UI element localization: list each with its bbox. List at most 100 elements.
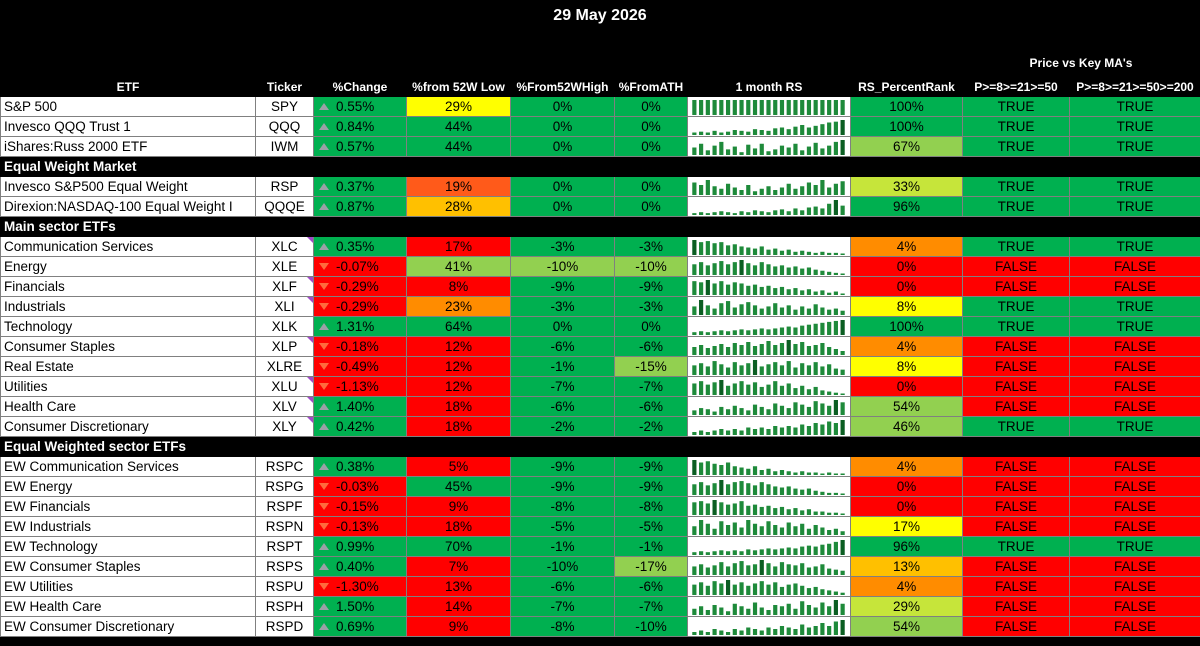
change-cell[interactable]: 0.35% <box>313 236 407 257</box>
etf-name-cell[interactable]: Consumer Staples <box>0 336 256 357</box>
rs-sparkline-cell[interactable] <box>687 576 851 597</box>
rs-percent-rank-cell[interactable]: 13% <box>850 556 963 577</box>
from-ath-cell[interactable]: -5% <box>614 516 688 537</box>
table-row[interactable]: Industrials XLI -0.29% 23% -3% -3% 8% TRUE TRUE <box>0 296 1200 317</box>
etf-name-cell[interactable]: Technology <box>0 316 256 337</box>
ticker-cell[interactable]: XLC <box>255 236 314 257</box>
ticker-cell[interactable]: RSPG <box>255 476 314 497</box>
ma-8-21-50-cell[interactable]: FALSE <box>962 616 1070 637</box>
etf-name-cell[interactable]: S&P 500 <box>0 96 256 117</box>
rs-sparkline-cell[interactable] <box>687 456 851 477</box>
from-ath-cell[interactable]: -1% <box>614 536 688 557</box>
rs-sparkline-cell[interactable] <box>687 236 851 257</box>
from-52w-high-cell[interactable]: -9% <box>510 476 615 497</box>
ma-8-21-50-200-cell[interactable]: FALSE <box>1069 276 1200 297</box>
ma-8-21-50-cell[interactable]: FALSE <box>962 356 1070 377</box>
ma-8-21-50-cell[interactable]: FALSE <box>962 456 1070 477</box>
from-ath-cell[interactable]: -9% <box>614 276 688 297</box>
from-52w-low-cell[interactable]: 12% <box>406 356 511 377</box>
ticker-cell[interactable]: RSPU <box>255 576 314 597</box>
change-cell[interactable]: 0.40% <box>313 556 407 577</box>
rs-sparkline-cell[interactable] <box>687 496 851 517</box>
table-row[interactable]: EW Communication Services RSPC 0.38% 5% -9% -… <box>0 456 1200 477</box>
from-ath-cell[interactable]: -3% <box>614 296 688 317</box>
etf-name-cell[interactable]: Invesco S&P500 Equal Weight <box>0 176 256 197</box>
rs-percent-rank-cell[interactable]: 0% <box>850 376 963 397</box>
from-52w-low-cell[interactable]: 5% <box>406 456 511 477</box>
table-row[interactable]: iShares:Russ 2000 ETF IWM 0.57% 44% 0% 0% 67% T… <box>0 136 1200 157</box>
rs-sparkline-cell[interactable] <box>687 116 851 137</box>
change-cell[interactable]: 0.55% <box>313 96 407 117</box>
from-52w-high-cell[interactable]: -7% <box>510 596 615 617</box>
etf-name-cell[interactable]: EW Health Care <box>0 596 256 617</box>
from-ath-cell[interactable]: 0% <box>614 176 688 197</box>
change-cell[interactable]: -0.07% <box>313 256 407 277</box>
column-header-7[interactable]: RS_PercentRank <box>850 76 963 97</box>
from-ath-cell[interactable]: 0% <box>614 136 688 157</box>
ma-8-21-50-200-cell[interactable]: TRUE <box>1069 176 1200 197</box>
from-ath-cell[interactable]: -9% <box>614 456 688 477</box>
from-52w-low-cell[interactable]: 44% <box>406 116 511 137</box>
rs-sparkline-cell[interactable] <box>687 596 851 617</box>
rs-sparkline-cell[interactable] <box>687 476 851 497</box>
rs-percent-rank-cell[interactable]: 4% <box>850 236 963 257</box>
from-52w-low-cell[interactable]: 18% <box>406 416 511 437</box>
ma-8-21-50-200-cell[interactable]: FALSE <box>1069 356 1200 377</box>
ma-8-21-50-200-cell[interactable]: FALSE <box>1069 376 1200 397</box>
ma-8-21-50-cell[interactable]: TRUE <box>962 116 1070 137</box>
rs-percent-rank-cell[interactable]: 29% <box>850 596 963 617</box>
rs-percent-rank-cell[interactable]: 8% <box>850 296 963 317</box>
ma-8-21-50-200-cell[interactable]: TRUE <box>1069 296 1200 317</box>
ticker-cell[interactable]: RSPS <box>255 556 314 577</box>
ma-8-21-50-cell[interactable]: FALSE <box>962 336 1070 357</box>
ma-8-21-50-cell[interactable]: FALSE <box>962 396 1070 417</box>
from-52w-low-cell[interactable]: 29% <box>406 96 511 117</box>
from-52w-high-cell[interactable]: -9% <box>510 276 615 297</box>
rs-sparkline-cell[interactable] <box>687 96 851 117</box>
rs-percent-rank-cell[interactable]: 4% <box>850 456 963 477</box>
ma-8-21-50-cell[interactable]: FALSE <box>962 576 1070 597</box>
rs-percent-rank-cell[interactable]: 54% <box>850 396 963 417</box>
from-ath-cell[interactable]: 0% <box>614 196 688 217</box>
from-52w-low-cell[interactable]: 70% <box>406 536 511 557</box>
table-row[interactable]: Consumer Staples XLP -0.18% 12% -6% -6% 4% FALS… <box>0 336 1200 357</box>
rs-sparkline-cell[interactable] <box>687 616 851 637</box>
from-52w-high-cell[interactable]: 0% <box>510 116 615 137</box>
from-ath-cell[interactable]: -8% <box>614 496 688 517</box>
from-52w-low-cell[interactable]: 41% <box>406 256 511 277</box>
from-52w-high-cell[interactable]: -6% <box>510 336 615 357</box>
ma-8-21-50-200-cell[interactable]: FALSE <box>1069 396 1200 417</box>
column-header-9[interactable]: P>=8>=21>=50>=200 <box>1069 76 1200 97</box>
etf-name-cell[interactable]: Financials <box>0 276 256 297</box>
table-row[interactable]: Direxion:NASDAQ-100 Equal Weight I QQQE 0.… <box>0 196 1200 217</box>
change-cell[interactable]: -0.15% <box>313 496 407 517</box>
from-ath-cell[interactable]: 0% <box>614 116 688 137</box>
table-row[interactable]: Invesco S&P500 Equal Weight RSP 0.37% 19% 0%… <box>0 176 1200 197</box>
rs-sparkline-cell[interactable] <box>687 276 851 297</box>
rs-sparkline-cell[interactable] <box>687 336 851 357</box>
table-row[interactable]: Utilities XLU -1.13% 12% -7% -7% 0% FALSE FALSE <box>0 376 1200 397</box>
from-52w-low-cell[interactable]: 28% <box>406 196 511 217</box>
ma-8-21-50-200-cell[interactable]: TRUE <box>1069 536 1200 557</box>
ma-8-21-50-200-cell[interactable]: TRUE <box>1069 416 1200 437</box>
rs-percent-rank-cell[interactable]: 4% <box>850 336 963 357</box>
from-52w-high-cell[interactable]: -10% <box>510 556 615 577</box>
from-52w-high-cell[interactable]: -1% <box>510 356 615 377</box>
change-cell[interactable]: -0.29% <box>313 276 407 297</box>
change-cell[interactable]: -0.13% <box>313 516 407 537</box>
ticker-cell[interactable]: XLI <box>255 296 314 317</box>
etf-name-cell[interactable]: Invesco QQQ Trust 1 <box>0 116 256 137</box>
ma-8-21-50-200-cell[interactable]: FALSE <box>1069 616 1200 637</box>
rs-percent-rank-cell[interactable]: 100% <box>850 316 963 337</box>
from-52w-high-cell[interactable]: -2% <box>510 416 615 437</box>
table-row[interactable]: Real Estate XLRE -0.49% 12% -1% -15% 8% FALSE FA… <box>0 356 1200 377</box>
table-row[interactable]: EW Financials RSPF -0.15% 9% -8% -8% 0% FALSE FA… <box>0 496 1200 517</box>
from-ath-cell[interactable]: -7% <box>614 596 688 617</box>
from-52w-high-cell[interactable]: -10% <box>510 256 615 277</box>
table-row[interactable]: EW Consumer Staples RSPS 0.40% 7% -10% -17% 13… <box>0 556 1200 577</box>
from-ath-cell[interactable]: -9% <box>614 476 688 497</box>
change-cell[interactable]: 0.42% <box>313 416 407 437</box>
rs-sparkline-cell[interactable] <box>687 136 851 157</box>
rs-sparkline-cell[interactable] <box>687 196 851 217</box>
from-ath-cell[interactable]: -10% <box>614 616 688 637</box>
